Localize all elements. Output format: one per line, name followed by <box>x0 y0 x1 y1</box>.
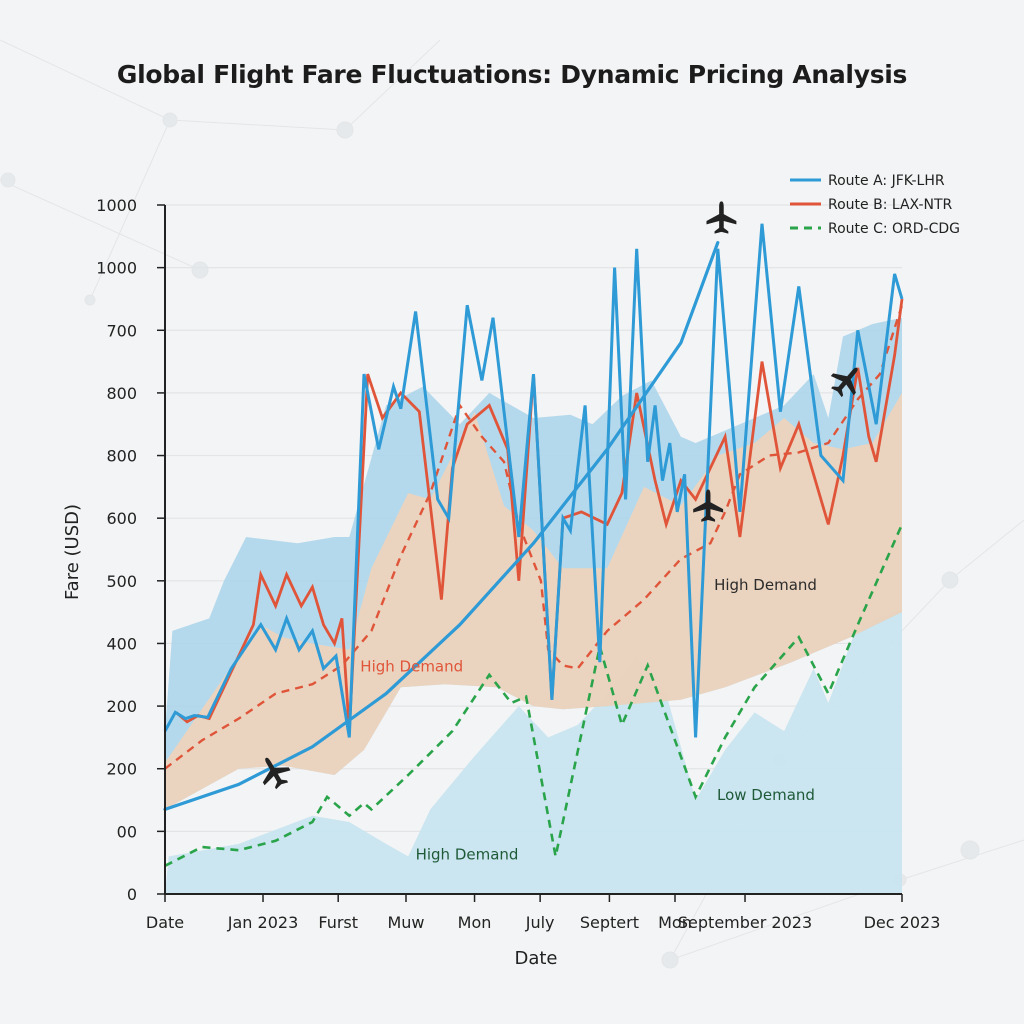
x-axis-title: Date <box>514 948 557 969</box>
annotation-label: Low Demand <box>717 786 815 804</box>
annotation-label: High Demand <box>360 658 463 676</box>
route-c-line <box>164 523 904 867</box>
legend-label: Route B: LAX-NTR <box>828 197 953 213</box>
x-tick-label: Septert <box>580 913 639 932</box>
x-tick-label: September 2023 <box>678 913 812 932</box>
x-tick-label: Dec 2023 <box>864 913 941 932</box>
y-tick-label: 800 <box>106 384 137 403</box>
y-tick-label: 700 <box>106 321 137 340</box>
x-tick-label: Furst <box>318 913 358 932</box>
legend-label: Route C: ORD-CDG <box>828 221 960 237</box>
plane-icon <box>706 201 737 234</box>
annotations: High Demand High Demand Low Demand High Dem… <box>360 576 817 863</box>
x-tick-label: Mon <box>658 913 692 932</box>
annotation-label: High Demand <box>416 846 519 864</box>
plane-icon <box>693 489 724 522</box>
y-axis-title: Fare (USD) <box>62 504 83 600</box>
plane-icon <box>830 367 858 398</box>
plane-icon <box>262 757 291 790</box>
legend: Route A: JFK-LHR Route B: LAX-NTR Route C:… <box>790 173 960 237</box>
y-tick-label: 200 <box>106 697 137 716</box>
y-tick-label: 1000 <box>96 196 137 215</box>
y-tick-label: 600 <box>106 509 137 528</box>
x-tick-label: Muw <box>387 913 424 932</box>
route-a-line <box>163 223 904 738</box>
x-tick-label: July <box>525 913 555 932</box>
x-tick-label: Date <box>146 913 184 932</box>
route-a-trend-curve <box>163 241 720 812</box>
y-tick-label: 0 <box>127 885 137 904</box>
y-tick-label: 500 <box>106 572 137 591</box>
route-b-line <box>175 298 904 732</box>
chart-title: Global Flight Fare Fluctuations: Dynamic… <box>116 60 908 89</box>
y-tick-label: 00 <box>117 822 137 841</box>
y-tick-label: 1000 <box>96 259 137 278</box>
low-demand-band <box>165 609 902 894</box>
legend-label: Route A: JFK-LHR <box>828 173 945 189</box>
x-tick-label: Mon <box>458 913 492 932</box>
plane-markers <box>262 201 858 790</box>
x-tick-label: Jan 2023 <box>227 913 298 932</box>
annotation-label: High Demand <box>714 576 817 594</box>
y-tick-label: 800 <box>106 447 137 466</box>
series-lines <box>163 223 904 867</box>
y-tick-label: 200 <box>106 760 137 779</box>
y-tick-label: 400 <box>106 634 137 653</box>
